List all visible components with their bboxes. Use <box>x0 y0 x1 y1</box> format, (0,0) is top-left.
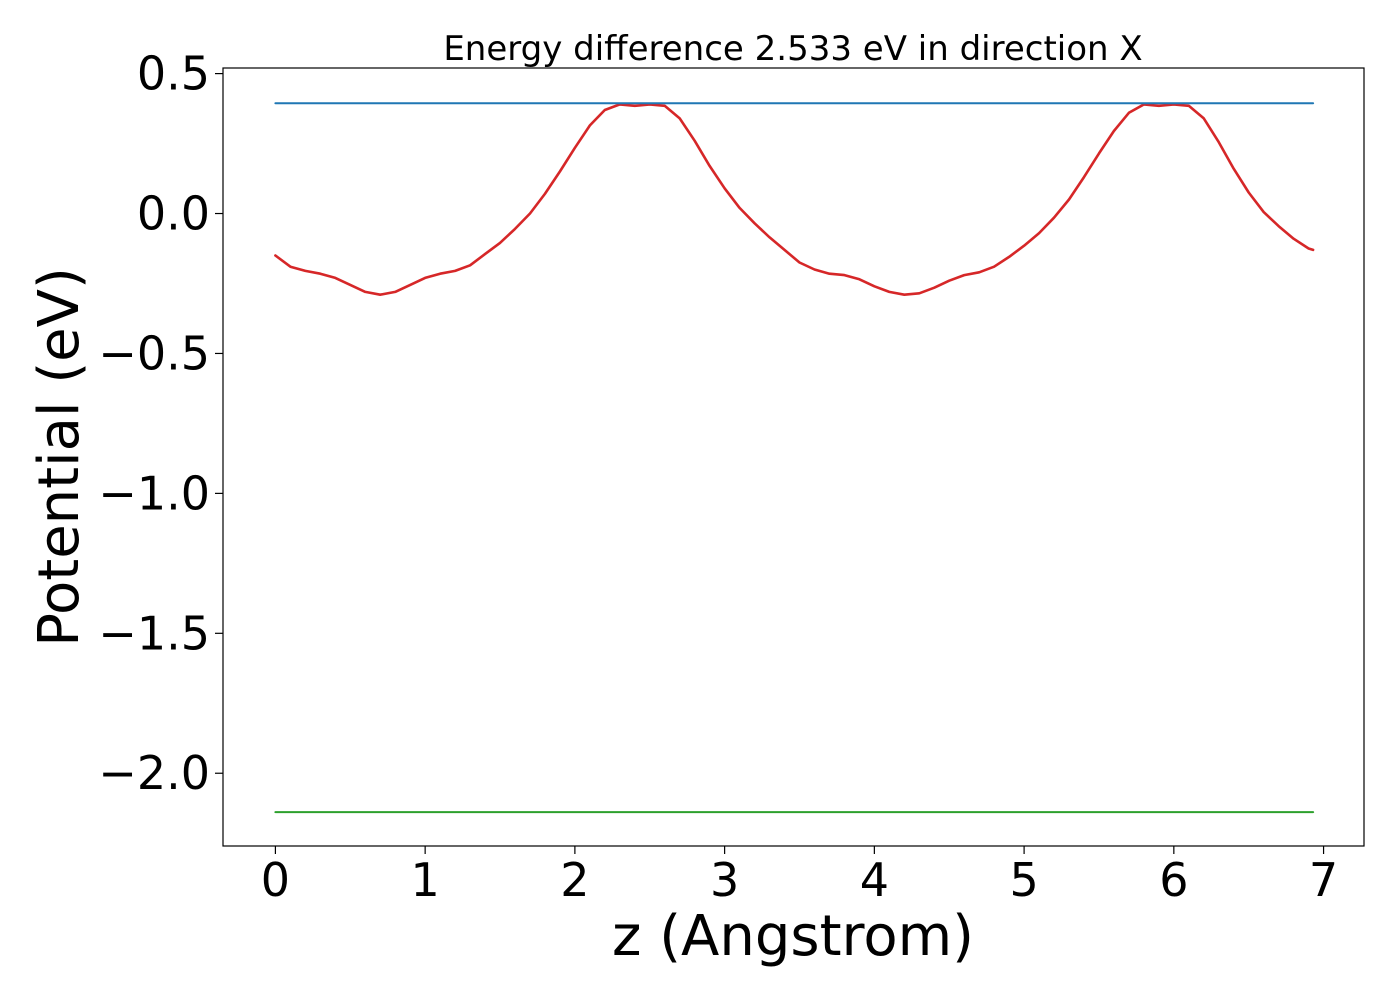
x-tick-label: 5 <box>1009 853 1038 907</box>
x-tick-label: 2 <box>560 853 589 907</box>
x-axis: 0 1 2 3 4 5 6 7 <box>261 846 1338 907</box>
chart-title: Energy difference 2.533 eV in direction … <box>443 29 1142 69</box>
series-line-0 <box>274 103 1315 297</box>
plot-frame <box>222 67 1365 847</box>
x-axis-label: z (Angstrom) <box>612 904 974 969</box>
y-tick-label: −2.0 <box>98 746 210 800</box>
y-tick-label: −1.5 <box>98 606 210 660</box>
series-layer <box>274 102 1315 814</box>
x-tick-label: 3 <box>710 853 739 907</box>
y-tick-label: 0.5 <box>137 47 210 101</box>
x-tick-label: 0 <box>261 853 290 907</box>
y-axis: 0.5 0.0 −0.5 −1.0 −1.5 −2.0 <box>98 47 223 800</box>
y-tick-label: −0.5 <box>98 326 210 380</box>
y-tick-label: −1.0 <box>98 466 210 520</box>
y-tick-label: 0.0 <box>137 187 210 241</box>
x-tick-label: 4 <box>860 853 889 907</box>
x-tick-label: 1 <box>411 853 440 907</box>
x-tick-label: 7 <box>1309 853 1338 907</box>
y-axis-label: Potential (eV) <box>27 267 92 647</box>
x-tick-label: 6 <box>1159 853 1188 907</box>
